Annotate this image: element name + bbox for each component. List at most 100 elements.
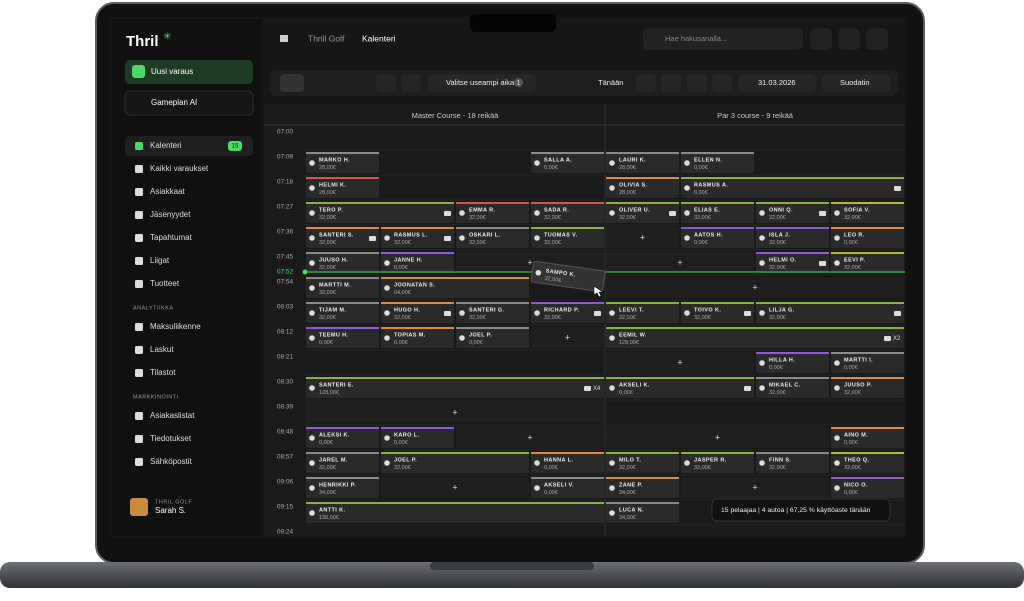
booking-card[interactable] (306, 477, 379, 498)
booking-card[interactable] (531, 202, 604, 223)
add-slot[interactable] (606, 427, 829, 448)
booking-card[interactable] (606, 152, 679, 173)
booking-card[interactable] (756, 377, 829, 398)
booking-card[interactable] (831, 352, 904, 373)
booking-card[interactable] (306, 377, 604, 398)
booking-card[interactable] (531, 227, 604, 248)
booking-card[interactable] (456, 327, 529, 348)
step-button[interactable] (376, 74, 396, 92)
add-slot[interactable] (606, 352, 754, 373)
booking-card[interactable] (606, 452, 679, 473)
booking-card[interactable] (831, 227, 904, 248)
booking-card[interactable] (681, 152, 754, 173)
booking-card[interactable] (681, 302, 754, 323)
header-icon-button[interactable] (838, 28, 860, 50)
booking-card[interactable] (531, 477, 604, 498)
nav-arrow[interactable] (636, 74, 656, 92)
add-slot[interactable] (606, 252, 754, 273)
multi-count: 1 (517, 81, 521, 87)
booking-card[interactable] (831, 202, 904, 223)
booking-card[interactable] (456, 302, 529, 323)
booking-card[interactable] (306, 327, 379, 348)
booking-card[interactable] (831, 477, 904, 498)
add-slot[interactable] (606, 277, 904, 298)
multi-select-button[interactable] (428, 74, 536, 92)
booking-card[interactable] (306, 452, 379, 473)
booking-card[interactable] (681, 202, 754, 223)
booking-card[interactable] (530, 260, 606, 293)
nav-arrow[interactable] (661, 74, 681, 92)
booking-card[interactable] (606, 202, 679, 223)
gameplan-button[interactable] (124, 90, 254, 116)
booking-card[interactable] (306, 177, 379, 198)
booking-card[interactable] (381, 327, 454, 348)
date-picker[interactable] (738, 74, 816, 92)
add-slot[interactable] (531, 327, 604, 348)
booking-card[interactable] (606, 502, 679, 523)
booking-card[interactable] (531, 452, 604, 473)
view-button[interactable] (312, 74, 336, 92)
add-slot[interactable] (681, 477, 829, 498)
booking-card[interactable] (531, 302, 604, 323)
booking-card[interactable] (756, 302, 904, 323)
dragged-booking[interactable]: SAMPO K.32,00€ (530, 260, 606, 293)
booking-icon (459, 310, 465, 316)
view-button[interactable] (343, 74, 367, 92)
add-slot[interactable] (306, 402, 604, 423)
add-slot[interactable] (606, 227, 679, 248)
booking-card[interactable] (531, 152, 604, 173)
filter-button[interactable] (822, 74, 890, 92)
booking-card[interactable] (831, 452, 904, 473)
booking-card[interactable] (306, 227, 379, 248)
booking-card[interactable] (381, 427, 454, 448)
booking-price: 136,00€ (319, 515, 339, 521)
booking-card[interactable] (306, 277, 379, 298)
booking-card[interactable] (756, 252, 829, 273)
booking-card[interactable] (606, 327, 904, 348)
booking-card[interactable] (681, 177, 904, 198)
booking-name: JANNE H. (394, 257, 423, 263)
add-slot[interactable] (381, 477, 529, 498)
nav-arrow[interactable] (712, 74, 732, 92)
booking-card[interactable] (381, 252, 454, 273)
header-icon-button[interactable] (810, 28, 832, 50)
booking-price: 32,00€ (319, 290, 336, 296)
booking-card[interactable] (306, 202, 454, 223)
booking-card[interactable] (456, 227, 529, 248)
booking-card[interactable] (831, 427, 904, 448)
search-box[interactable] (643, 28, 803, 50)
booking-icon (309, 160, 315, 166)
booking-card[interactable] (306, 152, 379, 173)
booking-card[interactable] (381, 452, 529, 473)
booking-card[interactable] (606, 477, 679, 498)
booking-card[interactable] (381, 302, 454, 323)
step-button[interactable] (401, 74, 421, 92)
booking-card[interactable] (306, 302, 379, 323)
booking-icon (534, 460, 540, 466)
booking-card[interactable] (681, 227, 754, 248)
view-button[interactable] (280, 74, 304, 92)
booking-card[interactable] (756, 202, 829, 223)
booking-card[interactable] (306, 427, 379, 448)
booking-status-bar (306, 452, 379, 454)
nav-arrow[interactable] (687, 74, 707, 92)
booking-card[interactable] (831, 377, 904, 398)
booking-card[interactable] (606, 177, 679, 198)
booking-card[interactable] (381, 227, 454, 248)
new-booking-button[interactable] (125, 60, 253, 84)
add-slot[interactable] (456, 427, 604, 448)
booking-card[interactable] (756, 452, 829, 473)
booking-card[interactable] (756, 227, 829, 248)
booking-card[interactable] (306, 252, 379, 273)
booking-card[interactable] (306, 502, 604, 523)
booking-status-bar (831, 202, 904, 204)
booking-card[interactable] (831, 252, 904, 273)
booking-card[interactable] (606, 302, 679, 323)
booking-name: AINO M. (844, 432, 868, 438)
booking-card[interactable] (606, 377, 754, 398)
booking-card[interactable] (381, 277, 529, 298)
booking-card[interactable] (756, 352, 829, 373)
booking-card[interactable] (681, 452, 754, 473)
booking-card[interactable] (456, 202, 529, 223)
header-icon-button[interactable] (866, 28, 888, 50)
